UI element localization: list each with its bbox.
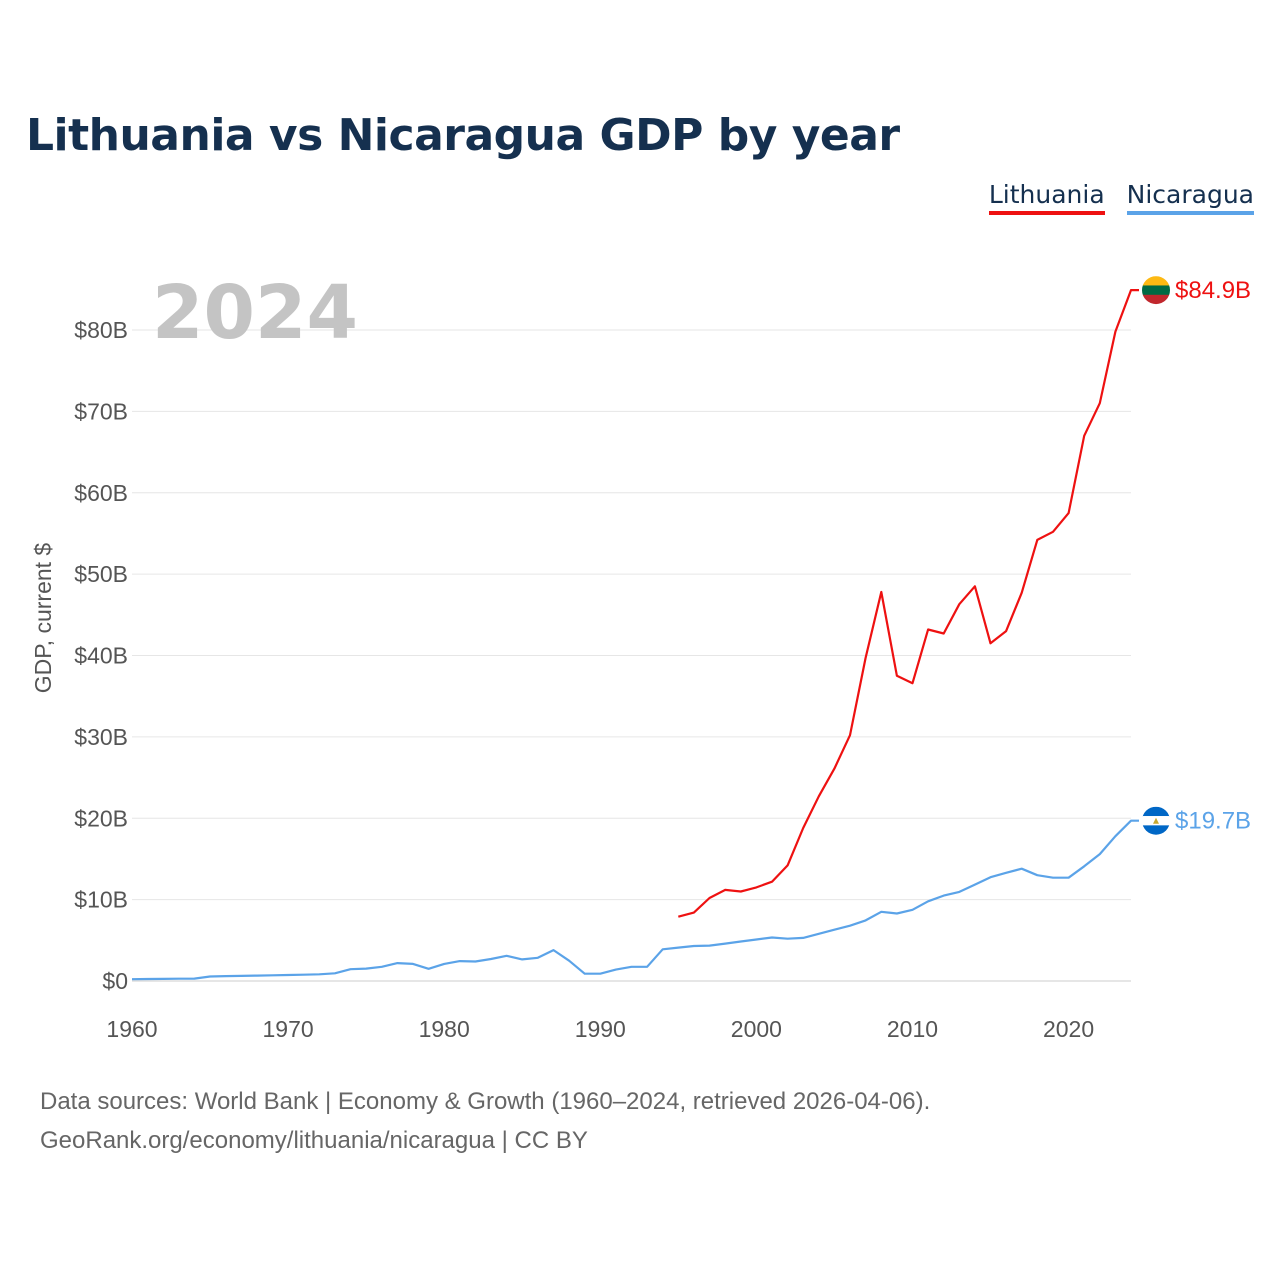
footer: Data sources: World Bank | Economy & Gro… xyxy=(40,1082,930,1160)
grid-lines xyxy=(132,329,1131,982)
flag-icon-lithuania xyxy=(1142,276,1170,305)
x-axis-ticks: 1960 1970 1980 1990 2000 2010 2020 xyxy=(106,1016,1094,1042)
legend-item-nicaragua[interactable]: Nicaragua xyxy=(1126,180,1254,215)
y-tick-label: $0 xyxy=(102,968,128,994)
series-line-lithuania[interactable] xyxy=(678,289,1139,918)
y-axis-ticks: $0 $10B $20B $30B $40B $50B $60B $70B $80B xyxy=(74,317,128,994)
year-overlay: 2024 xyxy=(152,270,358,356)
attribution-text: GeoRank.org/economy/lithuania/nicaragua … xyxy=(40,1127,588,1154)
y-tick-label: $50B xyxy=(74,561,128,587)
x-tick-label: 1960 xyxy=(106,1016,157,1042)
x-tick-label: 1980 xyxy=(419,1016,470,1042)
y-tick-label: $80B xyxy=(74,317,128,343)
series-lines xyxy=(131,289,1139,981)
series-end-labels: $84.9B $19.7B xyxy=(1142,276,1251,835)
y-tick-label: $10B xyxy=(74,887,128,913)
end-value-label-nicaragua: $19.7B xyxy=(1175,808,1251,835)
x-tick-label: 1970 xyxy=(263,1016,314,1042)
y-tick-label: $60B xyxy=(74,480,128,506)
y-tick-label: $30B xyxy=(74,724,128,750)
x-tick-label: 1990 xyxy=(575,1016,626,1042)
data-sources-text: Data sources: World Bank | Economy & Gro… xyxy=(40,1088,931,1115)
x-tick-label: 2020 xyxy=(1043,1016,1094,1042)
line-chart: 2024 $0$10B$20B$30B$40B$50B$60B$70B$80B … xyxy=(30,270,1251,1042)
x-tick-label: 2000 xyxy=(731,1016,782,1042)
end-value-label-lithuania: $84.9B xyxy=(1175,277,1251,304)
y-axis-label: GDP, current $ xyxy=(30,543,56,694)
y-tick-label: $40B xyxy=(74,643,128,669)
chart-title: Lithuania vs Nicaragua GDP by year xyxy=(26,110,900,161)
y-tick-label: $70B xyxy=(74,398,128,424)
legend: Lithuania Nicaragua xyxy=(988,180,1254,215)
x-tick-label: 2010 xyxy=(887,1016,938,1042)
series-line-nicaragua[interactable] xyxy=(131,819,1139,981)
legend-item-lithuania[interactable]: Lithuania xyxy=(988,180,1105,215)
flag-icon-nicaragua xyxy=(1142,806,1170,835)
y-tick-label: $20B xyxy=(74,805,128,831)
